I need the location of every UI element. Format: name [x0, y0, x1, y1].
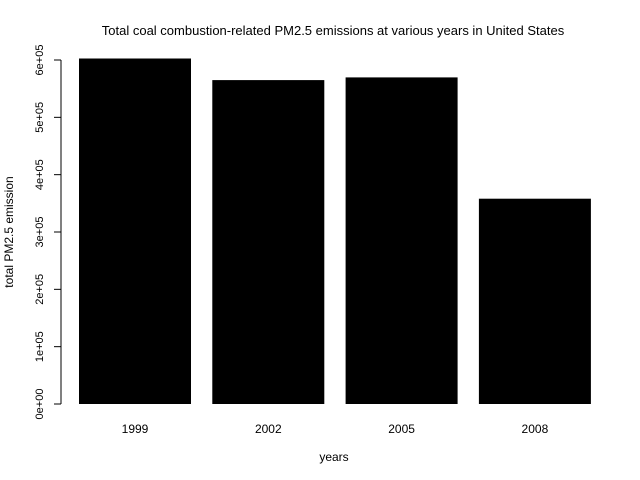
- x-axis-label: years: [319, 450, 348, 464]
- y-tick-label: 2e+05: [34, 274, 46, 305]
- y-tick-label: 1e+05: [34, 331, 46, 362]
- x-tick-label-2002: 2002: [255, 422, 282, 436]
- y-tick-label: 3e+05: [34, 217, 46, 248]
- y-axis: 0e+00 1e+05 2e+05 3e+05 4e+05 5e+05 6e+05: [34, 45, 62, 420]
- y-tick-label: 6e+05: [34, 45, 46, 76]
- y-axis-label: total PM2.5 emission: [2, 176, 16, 287]
- bar-2008: [478, 198, 591, 404]
- y-tick-label: 5e+05: [34, 102, 46, 133]
- bar-1999: [79, 58, 191, 404]
- y-tick-label: 0e+00: [34, 389, 46, 420]
- x-axis-labels: 1999 2002 2005 2008: [122, 422, 549, 436]
- x-tick-label-2005: 2005: [388, 422, 415, 436]
- x-tick-label-1999: 1999: [122, 422, 149, 436]
- y-tick-label: 4e+05: [34, 159, 46, 190]
- bar-2005: [345, 77, 458, 405]
- chart-title: Total coal combustion-related PM2.5 emis…: [102, 23, 565, 38]
- x-tick-label-2008: 2008: [522, 422, 549, 436]
- bar-2002: [212, 80, 325, 404]
- bars-group: [79, 58, 591, 405]
